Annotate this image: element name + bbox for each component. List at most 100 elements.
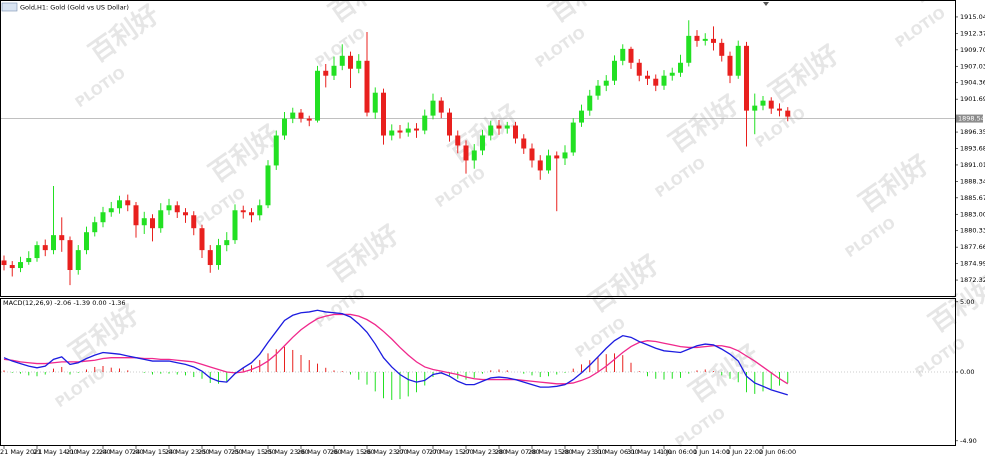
candle-body bbox=[661, 75, 667, 86]
shift-marker bbox=[763, 2, 769, 6]
x-tick-label: 28 May 07:00 bbox=[495, 448, 540, 456]
candle-body bbox=[117, 200, 122, 209]
x-tick-label: 21 May 22:00 bbox=[66, 448, 111, 456]
x-tick-label: 27 May 15:00 bbox=[429, 448, 474, 456]
candle-body bbox=[785, 110, 791, 117]
candle-body bbox=[669, 72, 675, 76]
y-tick-label: 1880.33 bbox=[960, 227, 985, 235]
symbol-icon bbox=[1, 2, 18, 12]
x-tick-label: 28 May 23:00 bbox=[561, 448, 606, 456]
candle-body bbox=[372, 92, 378, 113]
candle-body bbox=[158, 210, 164, 229]
chart-title: Gold,H1: Gold (Gold vs US Dollar) bbox=[20, 4, 129, 12]
x-tick-label: 31 May 06:00 bbox=[594, 448, 639, 456]
candle-body bbox=[199, 228, 205, 251]
y-tick-label: 1874.99 bbox=[960, 260, 985, 268]
candle-body bbox=[191, 215, 197, 229]
candle-body bbox=[496, 125, 502, 129]
x-tick-label: 21 May 14:00 bbox=[33, 448, 78, 456]
candle-body bbox=[232, 210, 238, 241]
candle-body bbox=[587, 95, 593, 111]
candle-body bbox=[579, 110, 584, 123]
candle-body bbox=[438, 100, 444, 113]
x-tick-label: 21 May 2021 bbox=[0, 448, 42, 456]
candle-body bbox=[108, 208, 114, 213]
candle-body bbox=[51, 235, 56, 251]
candle-body bbox=[719, 42, 725, 56]
y-tick-label: 1896.35 bbox=[960, 128, 985, 136]
candle-body bbox=[554, 155, 560, 159]
candle-body bbox=[224, 240, 230, 246]
candle-body bbox=[257, 205, 263, 216]
candle-body bbox=[125, 200, 131, 206]
x-tick-label: 26 May 23:00 bbox=[363, 448, 408, 456]
candle-body bbox=[75, 250, 81, 271]
candle-body bbox=[653, 78, 659, 86]
candle-body bbox=[537, 160, 543, 171]
candle-body bbox=[207, 250, 213, 266]
candle-body bbox=[488, 125, 494, 136]
candle-body bbox=[315, 70, 320, 121]
x-tick-label: 27 May 07:00 bbox=[396, 448, 441, 456]
candle-body bbox=[529, 148, 535, 161]
candle-body bbox=[777, 108, 782, 111]
candle-body bbox=[356, 60, 362, 69]
candle-body bbox=[249, 212, 254, 216]
x-tick-label: 28 May 15:00 bbox=[528, 448, 573, 456]
candle-body bbox=[141, 218, 147, 226]
candle-body bbox=[34, 245, 40, 259]
candle-body bbox=[595, 85, 601, 96]
x-tick-label: 26 May 07:00 bbox=[297, 448, 342, 456]
candle-body bbox=[430, 100, 436, 116]
candle-body bbox=[331, 65, 337, 76]
y-tick-label: 1888.34 bbox=[960, 177, 985, 185]
candle-body bbox=[422, 115, 428, 131]
candle-body bbox=[282, 118, 287, 136]
candle-body bbox=[752, 105, 758, 111]
y-tick-label: 1877.66 bbox=[960, 243, 985, 251]
candle-body bbox=[42, 245, 48, 251]
y-tick-label: 1883.00 bbox=[960, 210, 985, 218]
candle-body bbox=[414, 128, 419, 131]
candle-body bbox=[174, 205, 180, 213]
candle-body bbox=[521, 138, 527, 149]
candle-body bbox=[348, 55, 353, 69]
candle-body bbox=[150, 218, 155, 229]
candle-body bbox=[405, 128, 411, 133]
candle-body bbox=[636, 62, 642, 76]
candle-body bbox=[323, 70, 329, 76]
candle-body bbox=[694, 35, 700, 41]
x-tick-label: 1 Jun 06:00 bbox=[660, 448, 697, 456]
candle-body bbox=[133, 205, 139, 226]
candle-body bbox=[92, 222, 98, 233]
candle-body bbox=[1, 260, 7, 266]
candle-body bbox=[645, 75, 650, 79]
candle-body bbox=[306, 118, 312, 121]
x-tick-label: 2 Jun 06:00 bbox=[759, 448, 796, 456]
candle-body bbox=[546, 155, 551, 171]
y-tick-label: 0.00 bbox=[960, 368, 974, 376]
candle-body bbox=[686, 35, 692, 63]
candle-body bbox=[298, 112, 304, 119]
candle-body bbox=[290, 112, 296, 119]
candle-body bbox=[9, 265, 15, 269]
candle-body bbox=[744, 45, 749, 111]
x-tick-label: 24 May 15:00 bbox=[132, 448, 177, 456]
candle-body bbox=[84, 232, 89, 251]
candle-body bbox=[480, 135, 485, 151]
candle-body bbox=[570, 122, 576, 153]
candle-body bbox=[702, 38, 708, 41]
macd-title: MACD(12,26,9) -2.06 -1.39 0.00 -1.36 bbox=[3, 299, 126, 307]
candle-body bbox=[727, 55, 733, 76]
y-tick-label: 1915.04 bbox=[960, 13, 985, 21]
candle-body bbox=[620, 48, 626, 61]
x-tick-label: 1 Jun 14:00 bbox=[693, 448, 730, 456]
candle-body bbox=[26, 258, 32, 263]
macd-line bbox=[3, 309, 788, 396]
current-price-box bbox=[956, 114, 983, 123]
x-tick-label: 27 May 23:00 bbox=[462, 448, 507, 456]
candle-body bbox=[513, 125, 518, 139]
candle-body bbox=[265, 165, 271, 206]
